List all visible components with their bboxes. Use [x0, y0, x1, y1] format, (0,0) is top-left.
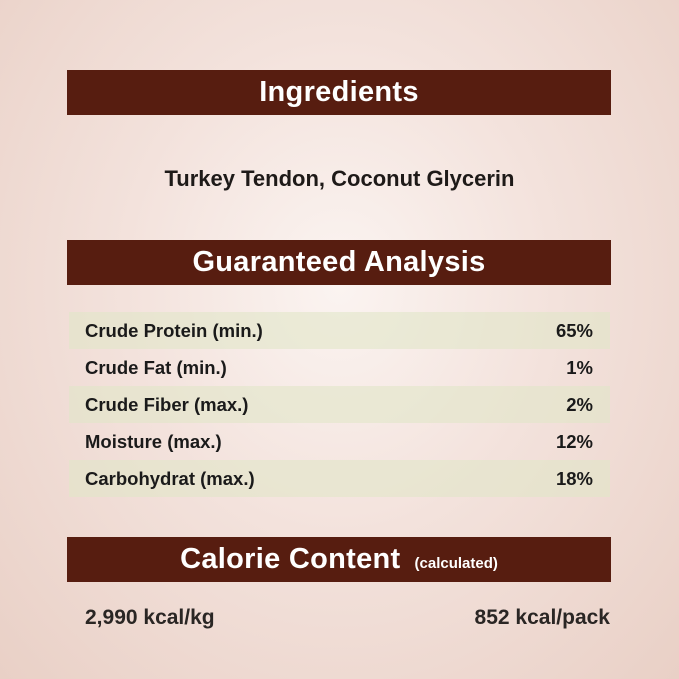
ingredients-text: Turkey Tendon, Coconut Glycerin: [164, 166, 515, 191]
row-value: 2%: [566, 393, 593, 415]
row-value: 18%: [555, 467, 593, 489]
analysis-header: Guaranteed Analysis: [67, 240, 611, 285]
row-value: 12%: [555, 430, 593, 452]
analysis-row: Crude Fiber (max.) 2%: [69, 386, 610, 423]
ingredients-header: Ingredients: [67, 70, 611, 115]
calorie-title: Calorie Content: [180, 543, 401, 575]
analysis-row: Crude Protein (min.) 65%: [69, 312, 610, 349]
calorie-per-pack: 852 kcal/pack: [474, 606, 610, 629]
row-label: Crude Fat (min.): [85, 356, 227, 378]
analysis-row: Moisture (max.) 12%: [69, 423, 610, 460]
calorie-header: Calorie Content (calculated): [67, 537, 611, 582]
row-label: Moisture (max.): [85, 430, 222, 452]
row-label: Carbohydrat (max.): [85, 467, 255, 489]
analysis-row: Carbohydrat (max.) 18%: [69, 460, 610, 497]
calorie-subtitle: (calculated): [414, 555, 498, 572]
row-value: 1%: [566, 356, 593, 378]
analysis-title: Guaranteed Analysis: [192, 246, 486, 278]
row-value: 65%: [555, 319, 593, 341]
ingredients-title: Ingredients: [259, 76, 419, 108]
analysis-row: Crude Fat (min.) 1%: [69, 349, 610, 386]
row-label: Crude Fiber (max.): [85, 393, 249, 415]
row-label: Crude Protein (min.): [85, 319, 263, 341]
calorie-per-kg: 2,990 kcal/kg: [85, 606, 215, 629]
